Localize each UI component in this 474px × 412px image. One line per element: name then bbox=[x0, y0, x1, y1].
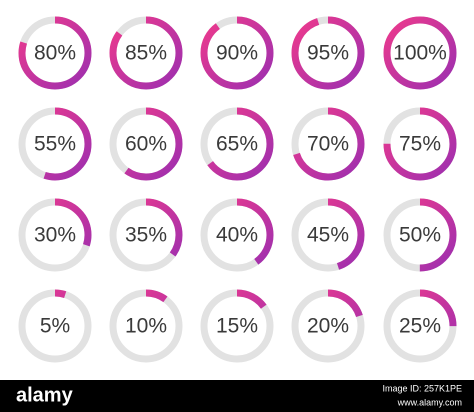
ring-label: 40% bbox=[216, 224, 258, 247]
ring-label: 65% bbox=[216, 133, 258, 156]
ring-label: 30% bbox=[34, 224, 76, 247]
watermark-url: www.alamy.com bbox=[397, 397, 462, 407]
ring-arc bbox=[383, 16, 457, 90]
ring-arc bbox=[200, 16, 274, 90]
rings: 80% 85% 90% 95% 100% 55% 60% 65% 70% 75% 30% 35% 40%… bbox=[18, 16, 457, 363]
ring-arc bbox=[200, 107, 274, 181]
ring-label: 75% bbox=[399, 133, 441, 156]
ring-arc bbox=[291, 289, 365, 363]
ring-label: 85% bbox=[125, 42, 167, 65]
ring-arc bbox=[18, 16, 92, 90]
ring-arc bbox=[291, 198, 365, 272]
ring-arc bbox=[109, 16, 183, 90]
ring-arc bbox=[200, 198, 274, 272]
ring-arc bbox=[383, 289, 457, 363]
ring-label: 45% bbox=[307, 224, 349, 247]
ring-arc bbox=[383, 107, 457, 181]
ring-arc bbox=[109, 198, 183, 272]
watermark-bar bbox=[0, 380, 474, 412]
ring-label: 95% bbox=[307, 42, 349, 65]
ring-arc bbox=[200, 289, 274, 363]
ring-label: 80% bbox=[34, 42, 76, 65]
ring-label: 15% bbox=[216, 315, 258, 338]
ring-label: 5% bbox=[40, 315, 70, 338]
ring-label: 60% bbox=[125, 133, 167, 156]
ring-arc bbox=[109, 289, 183, 363]
ring-arc bbox=[18, 289, 92, 363]
ring-label: 70% bbox=[307, 133, 349, 156]
ring-arc bbox=[109, 107, 183, 181]
ring-label: 20% bbox=[307, 315, 349, 338]
ring-arc bbox=[18, 198, 92, 272]
ring-label: 50% bbox=[399, 224, 441, 247]
ring-label: 55% bbox=[34, 133, 76, 156]
ring-arc bbox=[291, 107, 365, 181]
ring-label: 90% bbox=[216, 42, 258, 65]
watermark-brand: alamy bbox=[16, 384, 74, 406]
ring-arc bbox=[291, 16, 365, 90]
ring-arc bbox=[383, 198, 457, 272]
ring-label: 25% bbox=[399, 315, 441, 338]
watermark-id: Image ID: 257K1PE bbox=[382, 383, 462, 393]
ring-arc bbox=[18, 107, 92, 181]
ring-label: 10% bbox=[125, 315, 167, 338]
ring-label: 100% bbox=[393, 42, 447, 65]
ring-label: 35% bbox=[125, 224, 167, 247]
background bbox=[0, 0, 474, 380]
